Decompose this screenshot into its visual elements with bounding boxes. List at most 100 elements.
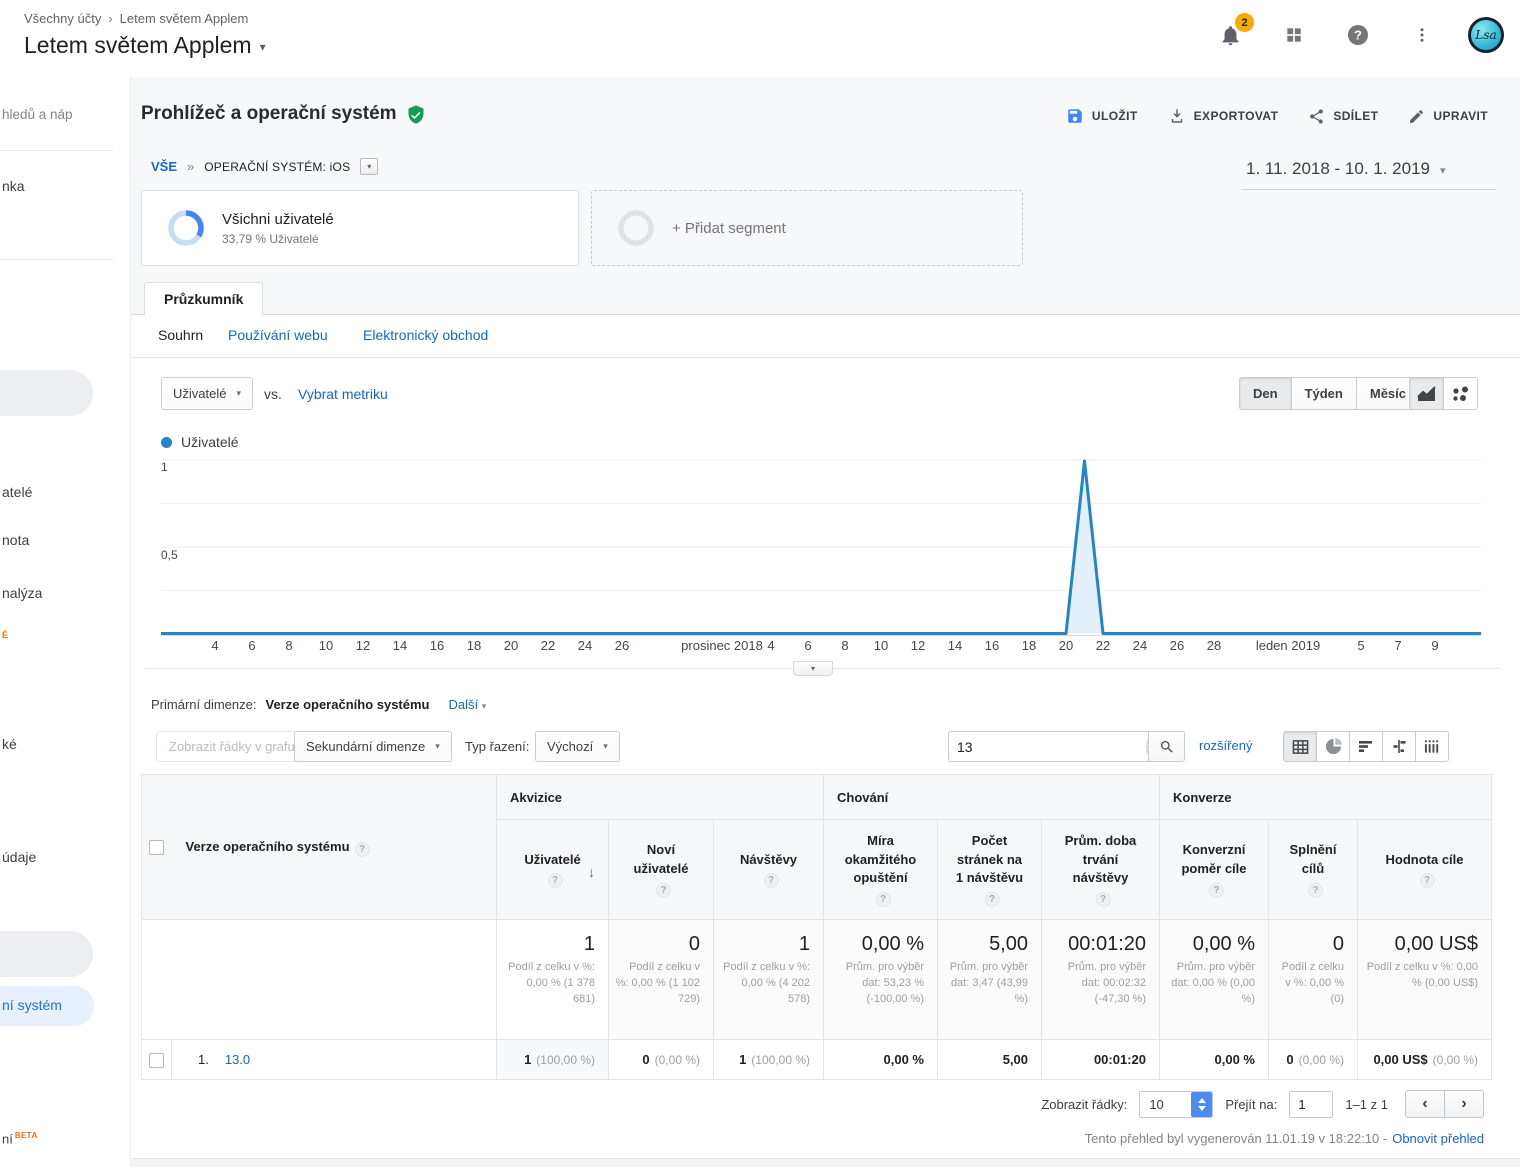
help-icon[interactable]: ?	[1096, 892, 1111, 907]
help-icon[interactable]: ?	[1209, 883, 1224, 898]
search-submit-button[interactable]	[1148, 731, 1185, 762]
more-menu-button[interactable]	[1404, 17, 1440, 53]
summary-sessions: 1 Podíl z celku v %: 0,00 % (4 202 578)	[714, 920, 824, 1040]
refresh-report-link[interactable]: Obnovit přehled	[1392, 1131, 1484, 1146]
rows-per-page-select[interactable]: 10	[1139, 1091, 1213, 1118]
performance-view-button[interactable]	[1349, 731, 1383, 762]
help-icon[interactable]: ?	[876, 892, 891, 907]
column-header-goal-value[interactable]: Hodnota cíle?	[1358, 820, 1492, 920]
avatar[interactable]: Lsa	[1468, 17, 1504, 53]
subtab-site-usage[interactable]: Používání webu	[228, 327, 328, 343]
help-icon[interactable]: ?	[355, 842, 370, 857]
save-button[interactable]: ULOŽIT	[1066, 107, 1138, 125]
dimension-header-cell[interactable]: Verze operačního systému?	[172, 775, 497, 920]
granularity-week-button[interactable]: Týden	[1291, 377, 1357, 410]
summary-value: 0,00 %	[1166, 933, 1255, 956]
sort-type-button[interactable]: Výchozí ▾	[535, 731, 620, 762]
metric-select-button[interactable]: Uživatelé ▾	[161, 377, 253, 410]
row-checkbox[interactable]	[149, 1053, 164, 1068]
summary-avg-duration: 00:01:20 Prům. pro výběr dat: 00:02:32 (…	[1042, 920, 1160, 1040]
column-header-users[interactable]: Uživatelé? ↓	[497, 820, 609, 920]
x-tick: 26	[615, 638, 629, 653]
chart-type-toggle	[1409, 377, 1478, 410]
plot-rows-button[interactable]: Zobrazit řádky v grafu	[156, 731, 308, 762]
next-page-button[interactable]: ›	[1444, 1090, 1484, 1118]
breadcrumb-account[interactable]: Letem světem Applem	[120, 11, 249, 26]
sidebar-item-operating-system-active[interactable]: ní systém	[0, 986, 94, 1026]
tab-explorer[interactable]: Průzkumník	[144, 282, 263, 315]
help-icon[interactable]: ?	[548, 873, 563, 888]
edit-button[interactable]: UPRAVIT	[1408, 108, 1488, 125]
column-header-goal-conversion-rate[interactable]: Konverzní poměr cíle?	[1160, 820, 1269, 920]
column-header-sessions[interactable]: Návštěvy?	[714, 820, 824, 920]
account-title[interactable]: Letem světem Applem▾	[24, 32, 266, 59]
notifications-button[interactable]: 2	[1212, 17, 1248, 53]
summary-note: Podíl z celku v %: 0,00 % (0)	[1275, 960, 1344, 1008]
sidebar-item-home[interactable]: nka	[2, 178, 25, 194]
column-header-new-users[interactable]: Noví uživatelé?	[609, 820, 714, 920]
x-tick: 24	[1133, 638, 1147, 653]
help-icon[interactable]: ?	[764, 873, 779, 888]
column-header-pages-per-session[interactable]: Počet stránek na 1 návštěvu?	[938, 820, 1042, 920]
help-icon[interactable]: ?	[1308, 883, 1323, 898]
cell-goal-completions: 0(0,00 %)	[1269, 1040, 1358, 1080]
percentage-view-button[interactable]	[1316, 731, 1350, 762]
primary-dimension-os-version[interactable]: Verze operačního systému	[265, 697, 429, 712]
motion-chart-toggle-button[interactable]	[1443, 377, 1478, 410]
x-tick: 22	[1096, 638, 1110, 653]
data-view-button[interactable]	[1283, 731, 1317, 762]
table-search-input[interactable]	[949, 739, 1146, 755]
sidebar-search-input[interactable]: hledů a náp	[2, 107, 73, 122]
column-header-goal-completions[interactable]: Splnění cílů?	[1269, 820, 1358, 920]
advanced-filter-link[interactable]: rozšířený	[1199, 738, 1252, 753]
share-button[interactable]: SDÍLET	[1308, 108, 1378, 125]
summary-blank-cell	[142, 920, 497, 1040]
summary-value: 0,00 US$	[1364, 933, 1478, 956]
help-button[interactable]: ?	[1340, 17, 1376, 53]
breadcrumb-all-accounts[interactable]: Všechny účty	[24, 11, 101, 26]
line-chart-toggle-button[interactable]	[1409, 377, 1444, 410]
chevron-right-icon: ›	[1461, 1095, 1466, 1113]
pivot-view-button[interactable]	[1415, 731, 1449, 762]
subtab-ecommerce[interactable]: Elektronický obchod	[363, 327, 488, 343]
secondary-dimension-button[interactable]: Sekundární dimenze ▾	[294, 731, 452, 762]
select-metric-link[interactable]: Vybrat metriku	[298, 386, 388, 402]
select-all-checkbox[interactable]	[149, 840, 164, 855]
column-header-avg-duration[interactable]: Prům. doba trvání návštěvy?	[1042, 820, 1160, 920]
date-range-picker[interactable]: 1. 11. 2018 - 10. 1. 2019▾	[1242, 155, 1496, 190]
timeseries-chart[interactable]: 1 0,5 4 6 8 10 12 14 16 18 20 22	[141, 454, 1501, 670]
comparison-view-button[interactable]	[1382, 731, 1416, 762]
help-icon[interactable]: ?	[1420, 873, 1435, 888]
subtab-summary[interactable]: Souhrn	[158, 327, 203, 343]
sidebar-item-users[interactable]: atelé	[2, 484, 32, 500]
sidebar-item-pill[interactable]	[0, 931, 93, 977]
summary-goal-conversion-rate: 0,00 % Prům. pro výběr dat: 0,00 % (0,00…	[1160, 920, 1269, 1040]
export-button[interactable]: EXPORTOVAT	[1168, 107, 1279, 125]
more-dimensions-link[interactable]: Další ▾	[449, 697, 487, 712]
add-segment-card[interactable]: + Přidat segment	[591, 190, 1023, 266]
filter-dropdown-button[interactable]: ▾	[360, 158, 378, 175]
sidebar-item-beta[interactable]: níBETA	[2, 1131, 38, 1146]
previous-page-button[interactable]: ‹	[1405, 1090, 1445, 1118]
sidebar-item-geo[interactable]: údaje	[2, 849, 36, 865]
sidebar-item-cohort-analysis[interactable]: nalýza	[2, 585, 42, 601]
apps-grid-button[interactable]	[1276, 17, 1312, 53]
sidebar-item-lifetime-value[interactable]: nota	[2, 532, 29, 548]
chart-collapse-button[interactable]: ▾	[793, 661, 833, 676]
column-header-bounce-rate[interactable]: Míra okamžitého opuštění?	[824, 820, 938, 920]
goto-page-input[interactable]	[1289, 1091, 1333, 1118]
row-dimension-link[interactable]: 13.0	[225, 1052, 250, 1067]
sidebar-item-pill[interactable]	[0, 370, 93, 416]
granularity-day-button[interactable]: Den	[1239, 377, 1292, 410]
help-icon[interactable]: ?	[985, 892, 1000, 907]
chevron-down-icon: ▾	[811, 664, 815, 673]
segment-card-all-users[interactable]: Všichni uživatelé 33,79 % Uživatelé	[141, 190, 579, 266]
page-range-text: 1–1 z 1	[1345, 1097, 1388, 1112]
filter-all-link[interactable]: VŠE	[151, 159, 177, 174]
help-icon[interactable]: ?	[656, 883, 671, 898]
select-all-cell	[142, 775, 172, 920]
cell-main: 1	[739, 1052, 746, 1067]
sidebar-item-demographics[interactable]: ké	[2, 736, 17, 752]
metric-selected-label: Uživatelé	[173, 386, 226, 401]
chevron-down-icon: ▾	[1440, 165, 1446, 177]
